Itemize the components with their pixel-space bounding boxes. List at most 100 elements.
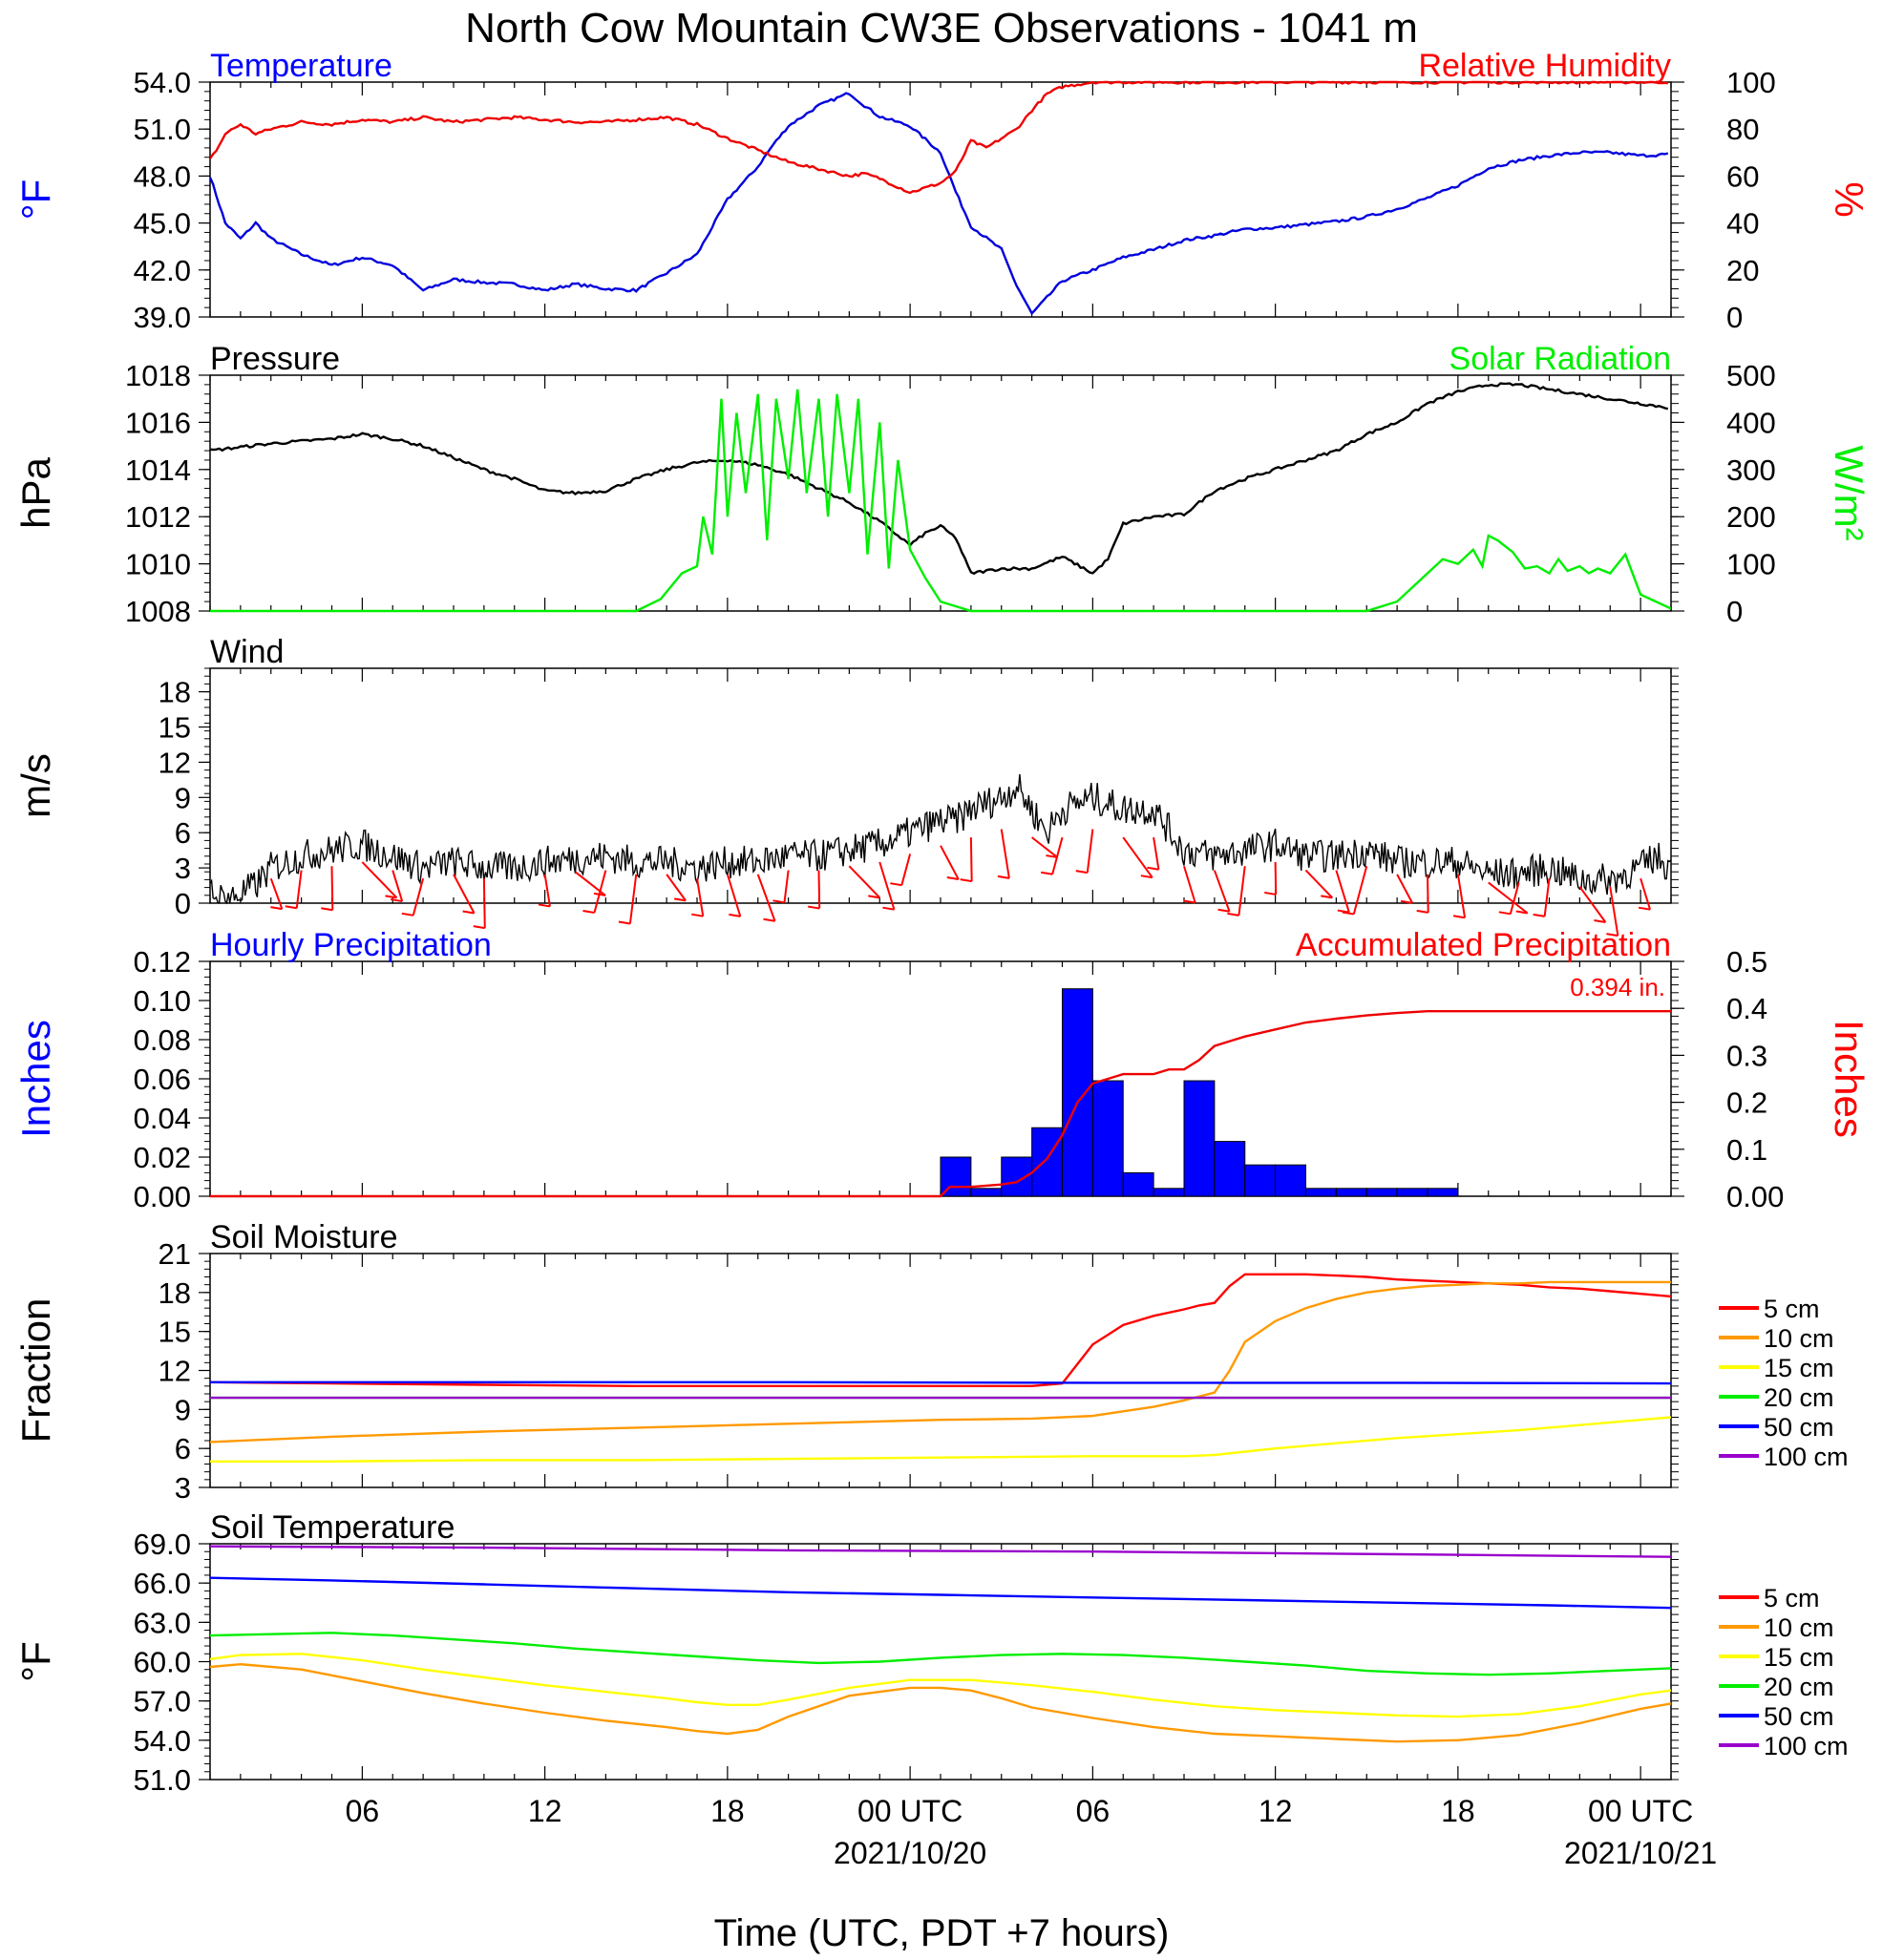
wind-barb <box>726 874 742 917</box>
wind-barb <box>330 866 334 911</box>
panel-frame <box>209 1253 1672 1488</box>
wind-barb-flag <box>618 920 631 925</box>
legend-label: 15 cm <box>1764 1354 1834 1382</box>
y-right-tick-label: 60 <box>1726 159 1759 193</box>
y-right-tick-label: 400 <box>1726 406 1776 439</box>
panel-frame <box>209 667 1672 904</box>
panel-title-left: Wind <box>210 634 284 670</box>
y-left-tick-label: 1012 <box>125 500 191 534</box>
legend-label: 10 cm <box>1764 1613 1834 1642</box>
x-tick-label: 06 <box>346 1794 380 1828</box>
y-left-tick-label: 51.0 <box>134 1763 191 1797</box>
wind-barb <box>783 870 790 903</box>
wind-barb-flag <box>1227 912 1239 917</box>
wind-barb <box>1578 886 1607 923</box>
precip-bar <box>1214 1141 1246 1197</box>
wind-barb <box>848 865 881 899</box>
y-right-tick-label: 0 <box>1726 301 1743 334</box>
legend-label: 20 cm <box>1764 1673 1834 1701</box>
y-right-tick-label: 80 <box>1726 113 1759 146</box>
figure-title: North Cow Mountain CW3E Observations - 1… <box>465 5 1418 52</box>
wind-barb-flag <box>1400 899 1413 904</box>
series-line <box>210 1010 1671 1198</box>
wind-barb <box>1213 870 1231 913</box>
series-line <box>210 1632 1671 1676</box>
wind-barb <box>1335 870 1350 913</box>
wind-barb <box>269 877 284 910</box>
wind-barb-flag <box>1337 909 1349 914</box>
y-left-tick-label: 12 <box>159 746 191 779</box>
wind-barb-flag <box>1416 909 1428 914</box>
series-line <box>210 1273 1671 1387</box>
legend-label: 50 cm <box>1764 1702 1834 1731</box>
wind-barb-flag <box>882 906 895 911</box>
y-left-tick-label: 0.12 <box>134 945 191 979</box>
panel-pressure-solar: 1018 1016 1014 1012 1010 1008 500 400 300 200 100 0… <box>13 341 1872 628</box>
panel-title-right: Solar Radiation <box>1449 341 1671 377</box>
wind-barb-flag <box>946 876 959 881</box>
y-left-tick-label: 6 <box>175 1432 191 1465</box>
y-left-tick-label: 6 <box>175 816 191 850</box>
wind-barb <box>1122 836 1153 878</box>
x-tick-date-label: 2021/10/20 <box>834 1836 986 1870</box>
series-line <box>210 382 1669 576</box>
wind-barb-flag <box>538 903 551 908</box>
wind-barb-flag <box>1147 866 1159 871</box>
y-left-axis-title: m/s <box>13 753 58 818</box>
y-left-tick-label: 15 <box>159 1316 191 1349</box>
wind-barb <box>1456 874 1467 918</box>
precip-bar <box>1396 1188 1428 1197</box>
wind-barb-flag <box>960 878 972 883</box>
y-left-tick-label: 0.08 <box>134 1023 191 1057</box>
y-right-axis-title: % <box>1827 181 1872 217</box>
panel-temperature-rh: 54.0 51.0 48.0 45.0 42.0 39.0 100 80 60 40 20 0 Temp… <box>13 48 1872 334</box>
panel-title-left: Soil Moisture <box>210 1219 398 1255</box>
wind-barb <box>412 877 425 917</box>
wind-barb-flag <box>391 898 403 903</box>
wind-barb <box>969 837 973 882</box>
wind-barb <box>1396 874 1413 904</box>
y-right-axis-title: W/m² <box>1827 445 1872 540</box>
wind-barb <box>1086 829 1094 874</box>
precip-bar <box>1122 1171 1154 1197</box>
precip-bar <box>1031 1127 1063 1197</box>
legend-label: 50 cm <box>1764 1413 1834 1442</box>
x-tick-label: 06 <box>1076 1794 1111 1828</box>
y-left-tick-label: 45.0 <box>134 207 191 241</box>
y-right-tick-label: 0.1 <box>1726 1133 1767 1167</box>
y-left-tick-label: 9 <box>175 1393 191 1426</box>
wind-barb-flag <box>321 907 333 912</box>
wind-barb-flag <box>1217 908 1230 913</box>
wind-barb <box>628 874 638 924</box>
precip-bar <box>1427 1188 1459 1197</box>
y-left-tick-label: 1010 <box>125 548 191 581</box>
y-left-tick-label: 57.0 <box>134 1685 191 1718</box>
y-left-tick-label: 12 <box>159 1355 191 1388</box>
wind-barb-flag <box>401 912 413 917</box>
y-right-tick-label: 40 <box>1726 207 1759 241</box>
accumulated-total-label: 0.394 in. <box>1570 973 1665 1001</box>
wind-barb <box>1153 836 1160 870</box>
legend-label: 5 cm <box>1764 1295 1820 1323</box>
wind-barb-flag <box>1075 870 1088 875</box>
wind-barb <box>1031 836 1059 858</box>
y-left-tick-label: 1008 <box>125 595 191 628</box>
wind-barb-flag <box>997 875 1010 879</box>
series-line <box>210 1653 1671 1718</box>
x-tick-label: 18 <box>710 1794 745 1828</box>
wind-barb <box>1352 865 1368 915</box>
y-left-axis-title: hPa <box>13 456 58 528</box>
wind-barb <box>900 854 912 886</box>
wind-barb-flag <box>582 910 595 914</box>
y-right-tick-label: 0.2 <box>1726 1086 1767 1120</box>
wind-barb <box>453 874 476 914</box>
wind-barb-flag <box>1498 911 1511 916</box>
y-left-axis-title: Fraction <box>13 1298 58 1444</box>
x-tick-label: 00 UTC <box>857 1794 963 1828</box>
wind-barb <box>696 878 705 917</box>
y-right-tick-label: 0.3 <box>1726 1039 1767 1072</box>
precip-bar <box>970 1188 1003 1197</box>
wind-barb <box>666 874 687 901</box>
